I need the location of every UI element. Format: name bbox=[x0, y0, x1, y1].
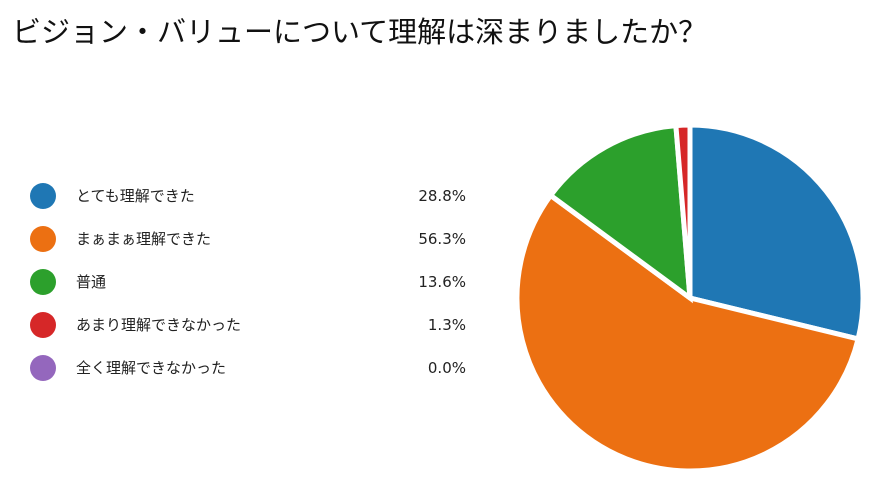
legend-item-fairly-well: まぁまぁ理解できた 56.3% bbox=[30, 219, 470, 262]
legend-item-not-much: あまり理解できなかった 1.3% bbox=[30, 305, 470, 348]
legend-swatch bbox=[30, 226, 56, 252]
legend-label: とても理解できた bbox=[76, 187, 195, 205]
legend-value: 1.3% bbox=[427, 316, 466, 334]
pie-slice-fairly-well bbox=[514, 191, 862, 474]
legend: とても理解できた 28.8% まぁまぁ理解できた 56.3% 普通 13.6% … bbox=[30, 176, 470, 391]
legend-swatch bbox=[30, 183, 56, 209]
pie-slice-very-well bbox=[687, 122, 866, 342]
legend-label: 全く理解できなかった bbox=[76, 359, 227, 377]
legend-swatch bbox=[30, 355, 56, 381]
chart-title: ビジョン・バリューについて理解は深まりましたか？ bbox=[12, 15, 708, 49]
legend-label: まぁまぁ理解できた bbox=[76, 230, 212, 248]
pie-slice-not-much bbox=[673, 122, 693, 299]
legend-label: 普通 bbox=[76, 273, 107, 291]
pie-slice-neutral bbox=[547, 122, 693, 304]
legend-value: 0.0% bbox=[427, 359, 466, 377]
legend-swatch bbox=[30, 312, 56, 338]
legend-value: 56.3% bbox=[418, 230, 466, 248]
legend-swatch bbox=[30, 269, 56, 295]
pie-slices bbox=[514, 122, 866, 474]
legend-value: 13.6% bbox=[418, 273, 466, 291]
legend-item-very-well: とても理解できた 28.8% bbox=[30, 176, 470, 219]
legend-item-neutral: 普通 13.6% bbox=[30, 262, 470, 305]
legend-label: あまり理解できなかった bbox=[76, 316, 242, 334]
legend-item-not-at-all: 全く理解できなかった 0.0% bbox=[30, 348, 470, 391]
legend-value: 28.8% bbox=[418, 187, 466, 205]
